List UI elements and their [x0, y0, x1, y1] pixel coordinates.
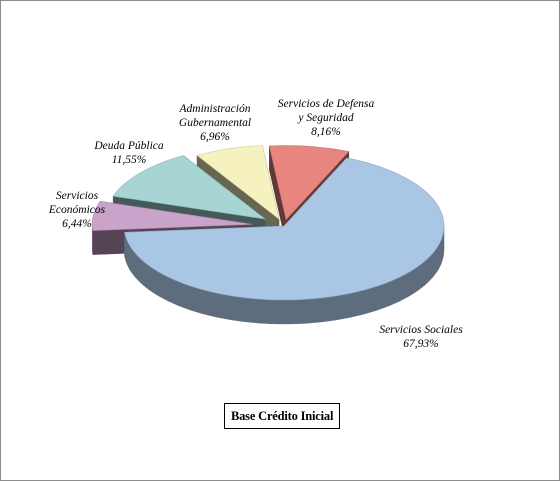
chart-caption: Base Crédito Inicial — [224, 403, 341, 429]
slice-label-economicos: Servicios Económicos 6,44% — [48, 190, 106, 230]
pie-slice-deuda — [112, 155, 267, 220]
pie-slice-economicos — [91, 201, 253, 231]
slice-label-administracion: Administración Gubernamental 6,96% — [178, 103, 252, 143]
pie-slice-sociales — [124, 157, 445, 301]
slice-label-sociales: Servicios Sociales 67,93% — [379, 324, 463, 350]
pie-slice-administracion — [196, 145, 280, 220]
pie-tops — [91, 145, 445, 301]
slice-label-defensa: Servicios de Defensa y Seguridad 8,16% — [277, 98, 375, 138]
pie-slice-defensa — [268, 145, 350, 221]
slice-label-deuda: Deuda Pública 11,55% — [94, 140, 164, 166]
